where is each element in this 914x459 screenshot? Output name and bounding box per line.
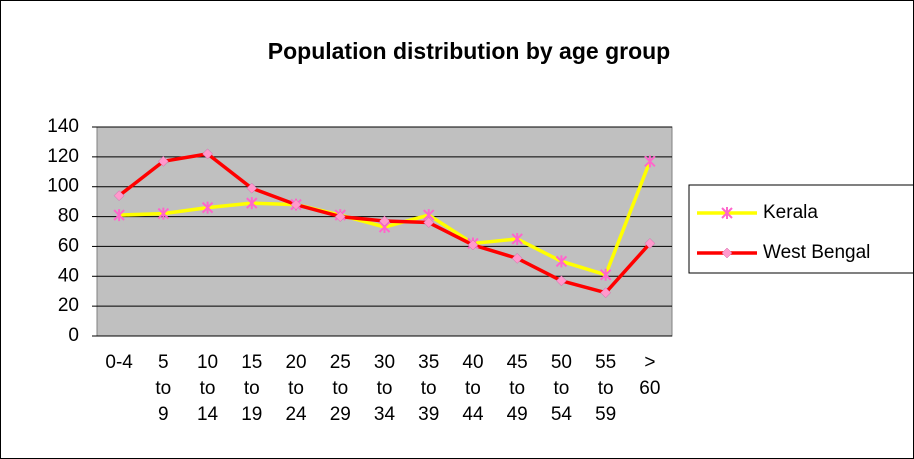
legend-marker bbox=[721, 247, 733, 259]
marker bbox=[600, 287, 612, 299]
marker bbox=[202, 148, 213, 160]
marker bbox=[113, 209, 125, 222]
marker bbox=[599, 268, 612, 281]
marker bbox=[644, 238, 656, 249]
y-tick-label: 140 bbox=[47, 116, 79, 137]
x-tick-label: 55 to 59 bbox=[595, 352, 617, 425]
y-tick-label: 20 bbox=[58, 295, 79, 316]
y-tick-label: 40 bbox=[58, 265, 79, 286]
x-tick-label: 20 to 24 bbox=[285, 352, 307, 425]
marker bbox=[113, 190, 125, 202]
marker bbox=[379, 215, 390, 227]
legend-label: West Bengal bbox=[763, 242, 870, 263]
marker bbox=[157, 155, 169, 167]
legend bbox=[688, 184, 913, 274]
x-tick-label: 30 to 34 bbox=[373, 352, 396, 425]
x-tick-label: 5 to 9 bbox=[155, 352, 172, 425]
x-tick-label: 10 to 14 bbox=[196, 352, 219, 425]
y-tick-label: 120 bbox=[47, 146, 79, 167]
marker bbox=[201, 201, 214, 214]
marker bbox=[423, 217, 435, 228]
marker bbox=[246, 182, 258, 194]
x-tick-label: 0-4 bbox=[105, 352, 133, 373]
y-tick-label: 0 bbox=[68, 325, 79, 346]
x-tick-label: 50 to 54 bbox=[550, 352, 572, 425]
marker bbox=[246, 197, 258, 210]
legend-marker bbox=[721, 207, 733, 219]
y-tick-label: 80 bbox=[58, 206, 79, 227]
marker bbox=[511, 253, 523, 264]
marker bbox=[334, 211, 346, 222]
chart-title: Population distribution by age group bbox=[268, 38, 670, 64]
marker bbox=[555, 255, 568, 268]
legend-label: Kerala bbox=[763, 202, 818, 223]
x-tick-label: 45 to 49 bbox=[506, 352, 528, 425]
y-tick-label: 60 bbox=[58, 235, 79, 256]
marker bbox=[644, 155, 656, 168]
x-tick-label: 15 to 19 bbox=[241, 352, 263, 425]
x-tick-label: 40 to 44 bbox=[462, 352, 484, 425]
marker bbox=[556, 275, 567, 287]
x-tick-label: 35 to 39 bbox=[418, 352, 440, 425]
marker bbox=[157, 207, 170, 220]
marker bbox=[290, 199, 302, 210]
marker bbox=[511, 232, 523, 245]
x-tick-label: 25 to 29 bbox=[329, 352, 351, 425]
y-tick-label: 100 bbox=[47, 176, 79, 197]
x-tick-label: > 60 bbox=[639, 352, 661, 399]
marker bbox=[467, 239, 479, 251]
